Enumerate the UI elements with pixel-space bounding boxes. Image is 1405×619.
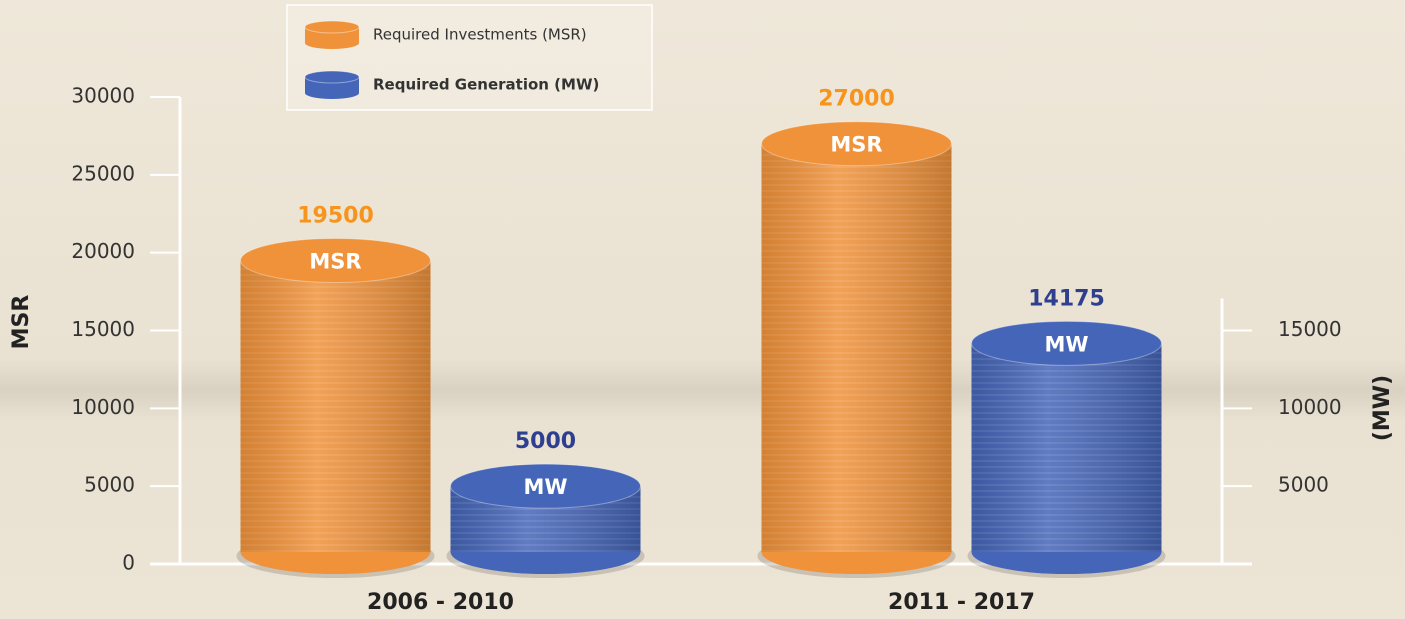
- y2-tick-label: 15000: [1278, 317, 1342, 341]
- legend-swatch: [305, 37, 359, 49]
- y-tick-label: 25000: [71, 161, 135, 185]
- y-tick-label: 5000: [84, 473, 135, 497]
- inner-label: MW: [1044, 332, 1088, 356]
- value-label: 14175: [1028, 286, 1105, 311]
- y-tick-label: 0: [122, 551, 135, 575]
- y-axis-title: MSR: [9, 295, 34, 350]
- legend-label: Required Generation (MW): [373, 76, 599, 94]
- x-tick-label: 2006 - 2010: [367, 590, 514, 615]
- value-label: 19500: [297, 203, 374, 228]
- y2-tick-label: 5000: [1278, 473, 1329, 497]
- x-tick-label: 2011 - 2017: [888, 590, 1035, 615]
- y-tick-label: 20000: [71, 239, 135, 263]
- value-label: 27000: [818, 87, 895, 112]
- y-tick-label: 15000: [71, 317, 135, 341]
- inner-label: MSR: [830, 133, 882, 157]
- y2-tick-label: 10000: [1278, 395, 1342, 419]
- y-tick-label: 30000: [71, 84, 135, 108]
- y2-axis-title: (MW): [1370, 375, 1395, 441]
- legend-swatch: [305, 71, 359, 83]
- background: [0, 0, 1405, 619]
- bar-shading: [762, 144, 952, 552]
- bar-shading: [972, 343, 1162, 552]
- legend-swatch: [305, 87, 359, 99]
- chart: MSR (MW) 0 5000 10000 15000 20000 25000 30000 5…: [0, 0, 1405, 619]
- value-label: 5000: [515, 429, 576, 454]
- inner-label: MSR: [309, 249, 361, 273]
- bar-shading: [241, 260, 431, 552]
- legend-swatch: [305, 21, 359, 33]
- inner-label: MW: [523, 475, 567, 499]
- legend-label: Required Investments (MSR): [373, 26, 587, 44]
- y-tick-label: 10000: [71, 395, 135, 419]
